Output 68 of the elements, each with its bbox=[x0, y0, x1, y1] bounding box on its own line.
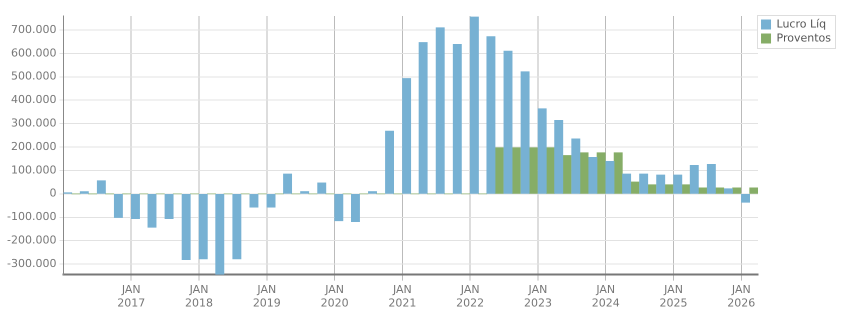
bar bbox=[673, 174, 682, 194]
bar bbox=[249, 194, 258, 208]
bar bbox=[215, 194, 224, 275]
bar bbox=[470, 16, 479, 194]
bar bbox=[724, 188, 733, 194]
y-tick-label: 600.000 bbox=[10, 46, 56, 60]
bar bbox=[554, 120, 564, 194]
bar bbox=[114, 194, 123, 218]
bar bbox=[402, 78, 412, 194]
bar bbox=[80, 191, 89, 194]
y-tick-label: 200.000 bbox=[10, 140, 56, 153]
legend-label: Proventos bbox=[776, 31, 832, 44]
y-tick-label: -100.000 bbox=[6, 210, 56, 224]
bar bbox=[131, 194, 140, 219]
bar bbox=[182, 194, 191, 260]
bar bbox=[749, 187, 758, 194]
y-tick-label: -300.000 bbox=[6, 256, 56, 270]
bar bbox=[588, 157, 598, 194]
bar bbox=[698, 187, 708, 194]
legend-label: Lucro Líq bbox=[776, 17, 826, 30]
y-tick-label: -200.000 bbox=[6, 234, 56, 247]
bar bbox=[706, 164, 716, 194]
bar bbox=[596, 152, 606, 194]
x-tick-label: JAN 2025 bbox=[660, 283, 688, 310]
bar bbox=[198, 194, 208, 260]
bar bbox=[385, 130, 394, 194]
bar bbox=[741, 194, 750, 203]
bar bbox=[351, 194, 360, 222]
bar bbox=[164, 194, 174, 219]
x-tick-label: JAN 2021 bbox=[388, 283, 416, 310]
y-tick-label: 100.000 bbox=[10, 163, 56, 176]
bar bbox=[504, 50, 512, 194]
bar bbox=[436, 27, 445, 194]
bar bbox=[562, 155, 572, 194]
bar bbox=[538, 108, 547, 194]
x-tick-label: JAN 2026 bbox=[727, 283, 756, 310]
y-tick-label: 400.000 bbox=[10, 93, 56, 106]
y-tick-label: 300.000 bbox=[10, 116, 56, 130]
bar bbox=[656, 174, 666, 194]
x-tick-label: JAN 2020 bbox=[320, 283, 349, 310]
bar bbox=[368, 191, 377, 194]
x-tick-label: JAN 2024 bbox=[592, 283, 620, 310]
bar bbox=[690, 164, 699, 194]
x-tick-label: JAN 2022 bbox=[456, 283, 484, 310]
bar bbox=[622, 174, 632, 194]
bar bbox=[486, 36, 496, 194]
bar bbox=[317, 182, 326, 194]
x-tick-label: JAN 2019 bbox=[252, 283, 281, 310]
y-tick-label: 700.000 bbox=[10, 22, 56, 36]
bar bbox=[639, 174, 648, 194]
y-tick-label: 0 bbox=[49, 186, 56, 200]
bar bbox=[605, 161, 614, 194]
bar bbox=[520, 71, 530, 194]
bar bbox=[664, 184, 674, 194]
bar bbox=[571, 138, 580, 194]
bar bbox=[96, 180, 106, 194]
x-tick-label: JAN 2018 bbox=[185, 283, 214, 310]
y-tick-label: 500.000 bbox=[10, 70, 56, 83]
bar bbox=[300, 191, 310, 194]
bar bbox=[334, 194, 344, 222]
bar bbox=[266, 194, 276, 208]
bar bbox=[418, 42, 428, 194]
bar bbox=[283, 174, 292, 194]
bar bbox=[232, 194, 242, 260]
x-tick-label: JAN 2023 bbox=[524, 283, 552, 310]
bar bbox=[148, 194, 156, 228]
bar bbox=[452, 44, 462, 194]
x-tick-label: JAN 2017 bbox=[117, 283, 146, 310]
